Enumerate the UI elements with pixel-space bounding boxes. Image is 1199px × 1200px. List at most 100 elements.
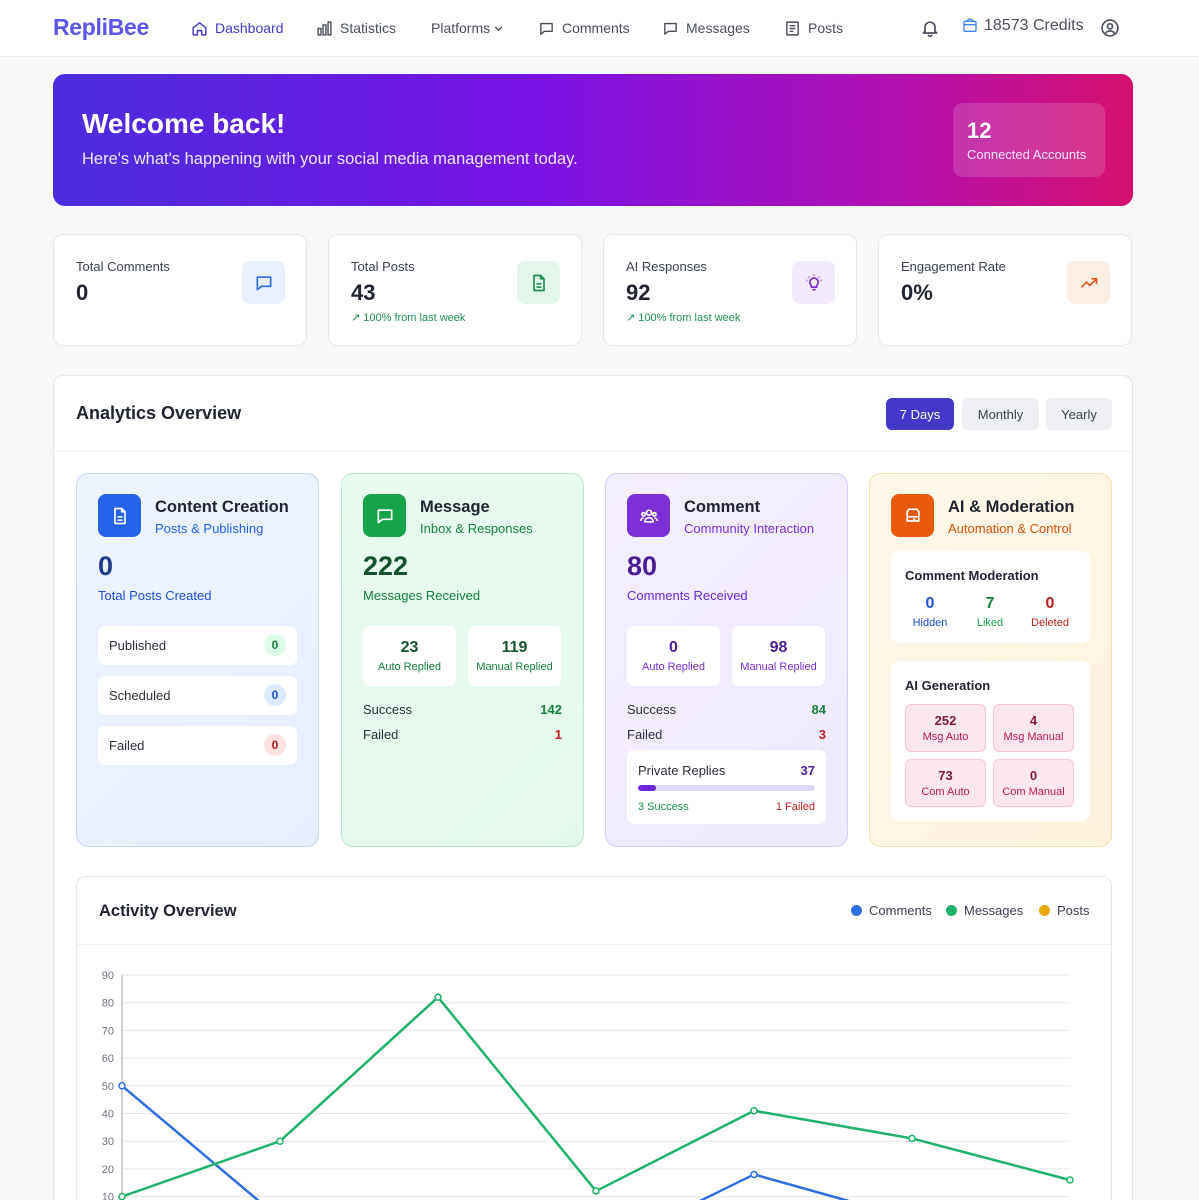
card-title: Message [420,498,490,516]
bell-icon [922,21,938,38]
data-point [592,1187,600,1195]
stat-value: 0 [76,280,89,305]
liked-stat: 7 Liked [960,595,1020,629]
card-value: 222 [363,551,409,581]
gen-value: 4 [1029,713,1038,728]
stat-icon-box [517,261,560,304]
card-title: AI & Moderation [948,498,1075,516]
failed-row[interactable]: Failed 0 [98,726,297,765]
activity-chart: 90 80 70 60 50 40 30 20 10 [102,970,1074,1200]
user-icon [1101,19,1119,37]
hidden-stat: 0 Hidden [900,595,960,629]
legend-dot [1039,905,1050,916]
analytics-title: Analytics Overview [76,403,242,423]
data-point [750,1170,758,1179]
row-label: Scheduled [109,688,171,703]
deleted-stat: 0 Deleted [1020,595,1080,629]
y-tick-label: 30 [102,1136,114,1148]
document-icon [532,274,545,291]
gen-label: Msg Manual [1003,731,1064,743]
card-value: 80 [627,551,658,581]
comment-icon-box [627,494,670,537]
published-row[interactable]: Published 0 [98,626,297,665]
nav-posts-label: Posts [808,20,844,36]
profile-button[interactable] [1099,17,1121,39]
gen-value: 0 [1029,768,1038,783]
nav-messages[interactable]: Messages [662,18,750,38]
private-progress-bar [638,785,815,791]
credits-display[interactable]: 18573 Credits [962,17,1084,35]
stat-value: 0% [901,280,933,305]
analytics-panel: Analytics Overview 7 Days Monthly Yearly… [53,375,1133,1200]
trending-up-icon [1080,277,1097,288]
y-tick-label: 90 [102,970,114,982]
stat-icon-box [1067,261,1110,304]
notifications-button[interactable] [919,17,941,39]
nav-platforms[interactable]: Platforms [431,18,505,38]
gen-com-manual: 0 Com Manual [993,759,1074,807]
welcome-banner: Welcome back! Here's what's happening wi… [53,74,1133,206]
message-card: Message Inbox & Responses 222 Messages R… [341,473,584,847]
gen-label: Com Manual [1002,786,1065,798]
legend-dot [851,905,862,916]
stat-icon-box [242,261,285,304]
nav-statistics[interactable]: Statistics [316,18,396,38]
private-replies-box: Private Replies 37 3 Success 1 Failed [627,750,826,824]
series-line-messages [121,995,1071,1198]
stat-delta: ↗ 100% from last week [351,312,466,324]
tab-yearly[interactable]: Yearly [1046,398,1112,430]
y-tick-label: 50 [102,1081,114,1093]
kv-value: 3 [818,727,826,742]
stat-value: 92 [626,280,651,305]
legend-posts[interactable]: Posts [1039,903,1090,918]
legend-label: Messages [964,903,1024,918]
data-point [908,1134,916,1143]
gen-value: 73 [938,768,953,783]
auto-replied-box: 0 Auto Replied [627,626,720,686]
kv-label: Failed [627,727,663,742]
data-point [276,1137,284,1145]
mini-label: Auto Replied [642,661,705,673]
kv-value: 84 [811,702,826,717]
card-value-label: Messages Received [363,588,481,603]
deleted-label: Deleted [1031,617,1069,629]
comment-card: Comment Community Interaction 80 Comment… [605,473,848,847]
nav-dashboard[interactable]: Dashboard [191,18,284,38]
brand-logo[interactable]: RepliBee [53,14,150,40]
data-point [1066,1176,1074,1184]
stat-total-posts: Total Posts 43 ↗ 100% from last week [328,234,582,346]
data-point [434,993,442,1001]
y-tick-label: 20 [102,1164,114,1176]
tab-monthly[interactable]: Monthly [962,398,1039,430]
count-badge: 0 [264,734,286,756]
legend-label: Posts [1057,903,1090,918]
nav-dashboard-label: Dashboard [215,20,284,36]
y-tick-label: 80 [102,998,114,1010]
stat-title: Total Posts [351,259,415,274]
card-value: 0 [98,551,114,581]
y-tick-label: 10 [102,1192,114,1200]
nav-posts[interactable]: Posts [784,18,843,38]
count-badge: 0 [264,634,286,656]
nav-comments[interactable]: Comments [538,18,630,38]
message-icon [664,22,677,35]
legend-messages[interactable]: Messages [946,903,1023,918]
analytics-header: Analytics Overview 7 Days Monthly Yearly [54,376,1132,452]
data-point [750,1106,758,1115]
gen-label: Msg Auto [922,731,969,743]
stat-icon-box [792,261,835,304]
legend-comments[interactable]: Comments [851,903,932,918]
moderation-title: Comment Moderation [905,568,1039,583]
liked-label: Liked [976,617,1004,629]
connected-accounts-box[interactable]: 12 Connected Accounts [953,103,1105,177]
private-value: 37 [800,763,815,778]
activity-header: Activity Overview Comments Messages Post… [77,877,1111,945]
tab-7-days[interactable]: 7 Days [886,398,954,430]
chevron-down-icon [494,25,503,31]
mini-value: 0 [669,639,678,656]
activity-title: Activity Overview [99,902,237,920]
nav-messages-label: Messages [686,20,750,36]
scheduled-row[interactable]: Scheduled 0 [98,676,297,715]
welcome-title: Welcome back! [82,108,286,139]
legend-label: Comments [869,903,932,918]
